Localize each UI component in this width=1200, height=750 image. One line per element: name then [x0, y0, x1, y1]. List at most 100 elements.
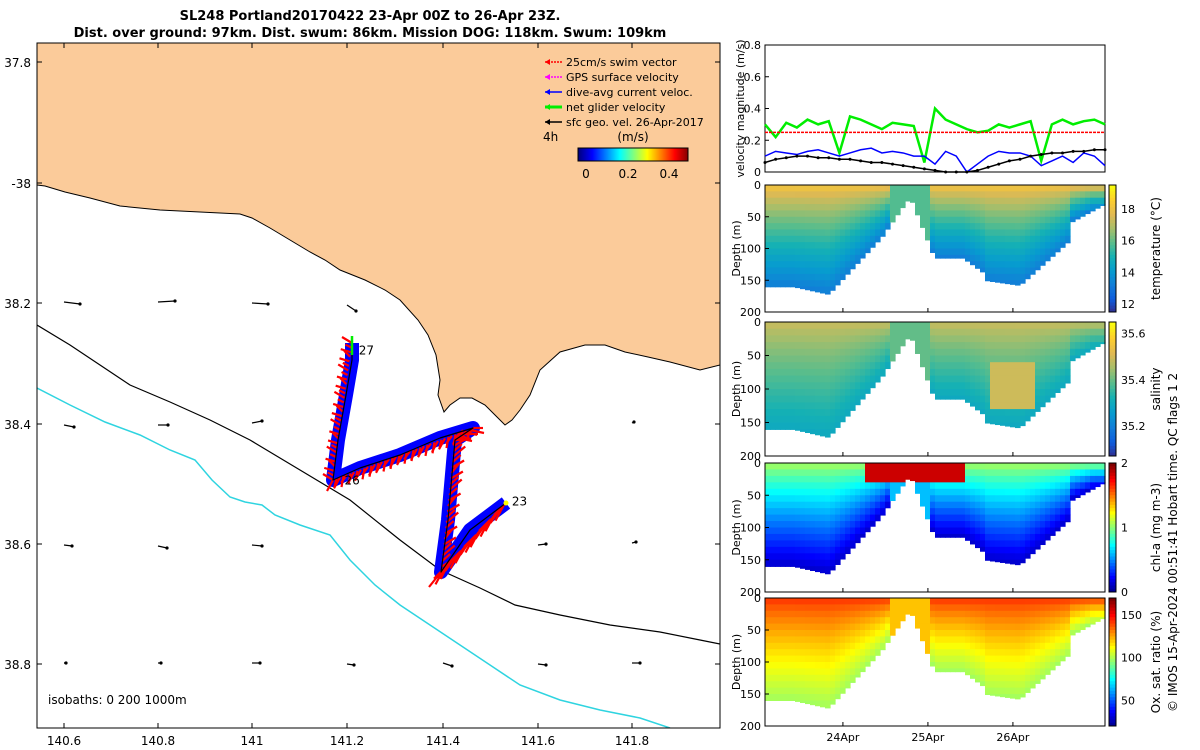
- profile-cell: [800, 674, 806, 682]
- profile-cell: [840, 254, 846, 262]
- vertical-colorbar-cell: [1109, 710, 1116, 714]
- colorbar-cell: [673, 148, 675, 161]
- profile-cell: [1005, 335, 1011, 343]
- profile-cell: [1000, 662, 1006, 669]
- profile-cell: [1055, 348, 1061, 357]
- profile-cell: [880, 375, 886, 377]
- profile-cell: [800, 553, 806, 561]
- profile-cell: [945, 636, 951, 644]
- profile-cell: [850, 662, 856, 669]
- profile-cell: [765, 642, 771, 650]
- profile-cell: [850, 475, 856, 483]
- profile-cell: [1040, 662, 1046, 669]
- profile-cell: [840, 223, 846, 231]
- profile-cell: [805, 668, 811, 676]
- profile-cell: [940, 389, 946, 397]
- profile-cell: [990, 395, 996, 403]
- profile-cell: [1025, 488, 1031, 496]
- profile-cell: [1050, 223, 1056, 231]
- vertical-colorbar-cell: [1109, 425, 1116, 430]
- profile-cell: [900, 469, 906, 477]
- profile-cell: [950, 382, 956, 390]
- profile-cell: [1000, 482, 1006, 490]
- profile-cell: [975, 623, 981, 631]
- profile-cell: [1025, 389, 1031, 397]
- profile-cell: [1040, 674, 1046, 680]
- profile-cell: [855, 533, 861, 541]
- profile-cell: [800, 463, 806, 471]
- profile-cell: [780, 482, 786, 490]
- profile-cell: [1045, 610, 1051, 618]
- profile-cell: [825, 362, 831, 370]
- profile-cell: [820, 694, 826, 701]
- profile-cell: [810, 254, 816, 262]
- profile-cell: [820, 261, 826, 269]
- profile-cell: [810, 389, 816, 397]
- profile-cell: [1035, 501, 1041, 509]
- profile-cell: [920, 328, 926, 336]
- profile-cell: [765, 375, 771, 383]
- profile-cell: [910, 197, 916, 203]
- profile-cell: [1030, 469, 1036, 477]
- profile-cell: [995, 508, 1001, 516]
- profile-cell: [840, 610, 846, 618]
- profile-cell: [980, 662, 986, 669]
- profile-cell: [825, 422, 831, 430]
- profile-cell: [1070, 342, 1076, 350]
- profile-cell: [775, 553, 781, 561]
- profile-cell: [1040, 604, 1046, 612]
- profile-cell: [895, 197, 901, 205]
- profile-cell: [1010, 362, 1016, 370]
- profile-cell: [845, 204, 851, 211]
- profile-cell: [935, 248, 941, 256]
- profile-cell: [885, 328, 891, 336]
- profile-cell: [1010, 185, 1016, 192]
- colorbar-cell: [639, 148, 641, 161]
- profile-cell: [840, 668, 846, 676]
- swim-vector: [326, 445, 338, 454]
- profile-cell: [955, 527, 961, 535]
- profile-cell: [1010, 694, 1016, 699]
- profile-cell: [775, 422, 781, 430]
- swim-vector: [389, 457, 394, 470]
- profile-cell: [775, 415, 781, 424]
- vertical-colorbar-cell: [1109, 598, 1116, 602]
- profile-cell: [780, 655, 786, 663]
- profile-cell: [805, 210, 811, 218]
- profile-cell: [930, 185, 936, 192]
- profile-cell: [875, 235, 881, 243]
- profile-cell: [890, 463, 896, 471]
- profile-cell: [880, 328, 886, 336]
- profile-cell: [995, 223, 1001, 231]
- profile-cell: [775, 185, 781, 192]
- vertical-colorbar-cell: [1109, 245, 1116, 249]
- profile-cell: [775, 429, 781, 430]
- profile-cell: [1070, 210, 1076, 218]
- profile-cell: [950, 254, 956, 259]
- profile-cell: [800, 482, 806, 490]
- profile-cell: [780, 342, 786, 350]
- profile-cell: [950, 348, 956, 357]
- profile-cell: [960, 191, 966, 199]
- profile-cell: [1000, 521, 1006, 529]
- profile-cell: [795, 533, 801, 541]
- profile-cell: [915, 610, 921, 618]
- profile-cell: [1045, 342, 1051, 350]
- profile-cell: [865, 623, 871, 631]
- profile-cell: [830, 368, 836, 377]
- profile-cell: [1025, 267, 1031, 275]
- profile-cell: [990, 368, 996, 377]
- profile-cell: [1020, 617, 1026, 625]
- profile-cell: [1085, 210, 1091, 215]
- profile-cell: [1045, 514, 1051, 522]
- profile-cell: [1000, 335, 1006, 343]
- profile-cell: [810, 273, 816, 281]
- profile-cell: [935, 328, 941, 336]
- swim-vector: [322, 473, 334, 481]
- geo-speed-point: [1029, 154, 1033, 158]
- profile-cell: [945, 514, 951, 522]
- profile-cell: [805, 389, 811, 397]
- legend-arrowhead: [545, 89, 550, 95]
- swim-vector: [331, 412, 343, 418]
